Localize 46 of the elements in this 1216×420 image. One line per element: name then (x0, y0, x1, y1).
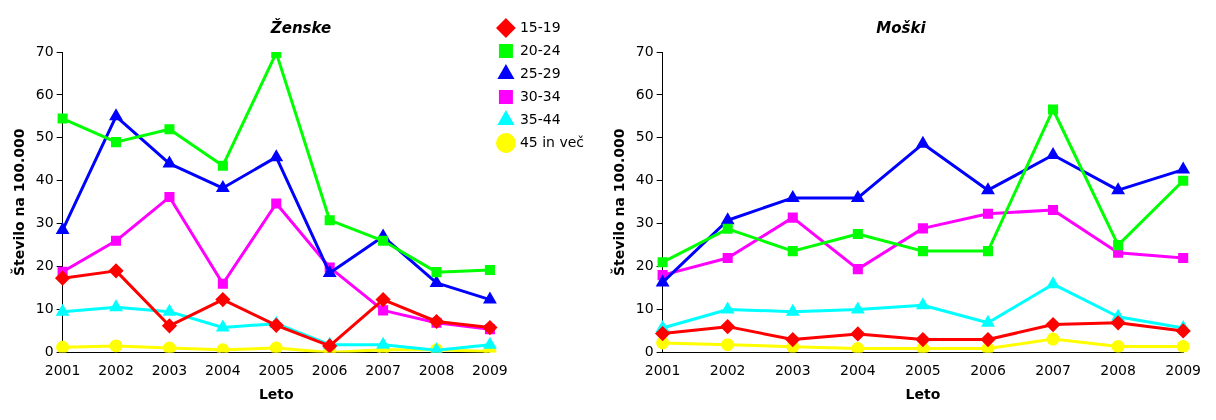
y-tick-label: 50 (635, 128, 654, 145)
y-tick-label: 60 (635, 85, 654, 102)
x-tick-label: 2009 (1165, 362, 1202, 379)
x-tick-label: 2006 (970, 362, 1006, 379)
x-tick-label: 2008 (418, 362, 455, 379)
x-tick-label: 2001 (44, 362, 81, 379)
legend-label: 35-44 (519, 110, 561, 127)
legend-label: 30-34 (519, 87, 561, 104)
x-tick-label: 2009 (472, 362, 508, 379)
y-tick-label: 10 (35, 300, 54, 317)
y-axis-title: Število na 100.000 (10, 128, 28, 276)
x-tick-label: 2007 (365, 362, 401, 379)
y-tick-label: 30 (35, 214, 54, 231)
x-axis-title: Leto (905, 386, 941, 403)
y-tick-label: 50 (35, 128, 54, 145)
y-tick-label: 10 (635, 300, 654, 317)
x-tick-label: 2008 (1100, 362, 1136, 379)
y-tick-label: 20 (635, 257, 654, 274)
x-tick-label: 2002 (98, 362, 134, 379)
y-tick-label: 70 (635, 42, 654, 59)
y-tick-label: 40 (35, 171, 54, 188)
y-axis-title: Število na 100.000 (610, 128, 628, 276)
y-tick-label: 20 (35, 257, 54, 274)
x-tick-label: 2003 (774, 362, 811, 379)
x-tick-label: 2005 (905, 362, 941, 379)
legend-label: 25-29 (519, 64, 561, 81)
legend-label: 15-19 (519, 18, 561, 35)
chart-title: Moški (876, 18, 927, 37)
y-tick-label: 0 (44, 343, 54, 360)
chart-title: Ženske (269, 17, 332, 37)
x-tick-label: 2002 (709, 362, 746, 379)
x-tick-label: 2004 (840, 362, 876, 379)
y-tick-label: 0 (644, 343, 654, 360)
x-tick-label: 2001 (644, 362, 681, 379)
legend-label: 45 in več (519, 133, 584, 150)
x-tick-label: 2007 (1035, 362, 1071, 379)
x-tick-label: 2006 (311, 362, 348, 379)
x-tick-label: 2004 (205, 362, 241, 379)
y-tick-label: 40 (635, 171, 654, 188)
y-tick-label: 30 (635, 214, 654, 231)
y-tick-label: 60 (35, 85, 54, 102)
legend-label: 20-24 (519, 41, 561, 58)
y-tick-label: 70 (35, 42, 54, 59)
x-tick-label: 2003 (151, 362, 188, 379)
x-tick-label: 2005 (258, 362, 295, 379)
x-axis-title: Leto (258, 386, 295, 403)
